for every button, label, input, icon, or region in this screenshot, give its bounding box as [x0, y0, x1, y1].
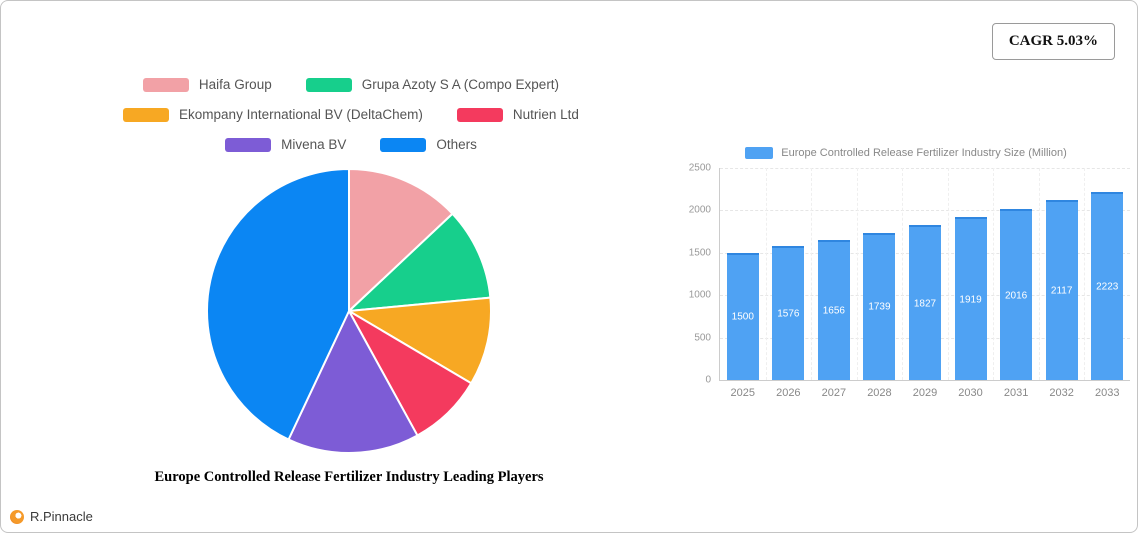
bar-legend-swatch [745, 147, 774, 159]
x-tick-label: 2033 [1094, 387, 1120, 399]
legend-swatch [142, 77, 189, 92]
bar: 2016 [1000, 209, 1033, 380]
y-tick-label: 0 [705, 374, 711, 386]
bar: 1827 [909, 225, 941, 380]
bar: 2223 [1091, 191, 1124, 380]
bar-value-label: 1827 [913, 298, 937, 310]
legend-label: Grupa Azoty S A (Compo Expert) [361, 77, 560, 92]
bar-value-label: 2223 [1096, 281, 1119, 293]
bar: 1739 [863, 232, 896, 380]
vertical-gridline [1038, 168, 1040, 380]
legend-item: Mivena BV [225, 137, 346, 152]
legend-label: Haifa Group [198, 77, 272, 92]
bar: 1576 [772, 246, 805, 380]
bar-chart-legend: Europe Controlled Release Fertilizer Ind… [679, 147, 1133, 159]
legend-item: Others [380, 137, 477, 152]
legend-row: Haifa Group Grupa Azoty S A (Compo Expert… [41, 77, 661, 92]
x-tick-label: 2025 [730, 387, 756, 399]
legend-label: Others [436, 137, 477, 152]
bar-value-label: 1739 [868, 301, 891, 313]
vertical-gridline [765, 168, 767, 380]
y-tick-label: 500 [694, 332, 711, 344]
legend-row: Mivena BV Others [41, 137, 661, 152]
bar-legend-label: Europe Controlled Release Fertilizer Ind… [781, 147, 1067, 159]
gridline [720, 168, 1130, 169]
bar: 1656 [817, 239, 850, 380]
vertical-gridline [1084, 168, 1086, 380]
x-tick-label: 2029 [912, 387, 938, 399]
bar-value-label: 1919 [959, 294, 982, 306]
cagr-label: CAGR 5.03% [1008, 33, 1098, 49]
gridline [720, 210, 1130, 212]
legend-swatch [225, 137, 272, 152]
bar: 1919 [954, 217, 987, 380]
legend-swatch [123, 107, 170, 122]
legend-item: Haifa Group [142, 77, 272, 92]
bar-chart-section: Europe Controlled Release Fertilizer Ind… [679, 147, 1133, 399]
legend-item: Nutrien Ltd [456, 107, 579, 122]
bar-value-label: 1576 [777, 308, 800, 320]
y-tick-label: 2500 [688, 162, 711, 174]
vertical-gridline [947, 168, 949, 380]
pie-slice [287, 310, 419, 454]
pie-slice [348, 212, 492, 312]
brand-logo: R.Pinnacle [10, 509, 93, 524]
y-tick-label: 1000 [688, 289, 711, 301]
bar-plot: 0 500 1000 1500 2000 2500 1500 2025 1576 2026 1656… [689, 163, 1130, 399]
pie-chart [206, 168, 492, 454]
brand-icon [10, 509, 24, 524]
pie-chart-title: Europe Controlled Release Fertilizer Ind… [154, 469, 544, 485]
bar-value-label: 2117 [1050, 285, 1073, 297]
x-tick-label: 2031 [1003, 387, 1029, 399]
legend-label: Ekompany International BV (DeltaChem) [179, 107, 423, 122]
legend-swatch [380, 137, 427, 152]
vertical-gridline [856, 168, 858, 380]
y-tick-label: 1500 [688, 247, 711, 259]
bar: 1500 [726, 252, 759, 380]
x-tick-label: 2032 [1049, 387, 1074, 399]
legend-swatch [456, 107, 503, 122]
bar-value-label: 2016 [1004, 290, 1028, 302]
legend-item: Ekompany International BV (DeltaChem) [123, 107, 423, 122]
bar-value-label: 1500 [731, 311, 754, 323]
y-tick-label: 2000 [688, 204, 711, 216]
legend-label: Nutrien Ltd [512, 107, 579, 122]
bar: 2117 [1045, 200, 1078, 380]
x-tick-label: 2026 [776, 387, 801, 399]
brand-name: R.Pinnacle [30, 509, 93, 524]
pie-slice [348, 168, 454, 312]
cagr-badge: CAGR 5.03% [991, 23, 1115, 60]
legend-swatch [305, 77, 352, 92]
legend-item: Grupa Azoty S A (Compo Expert) [305, 77, 560, 92]
vertical-gridline [993, 168, 995, 380]
x-tick-label: 2030 [958, 387, 983, 399]
legend-label: Mivena BV [281, 137, 347, 152]
vertical-gridline [811, 168, 813, 380]
pie-legend: Haifa Group Grupa Azoty S A (Compo Expert… [41, 77, 661, 167]
vertical-gridline [902, 168, 904, 380]
x-tick-label: 2028 [867, 387, 892, 399]
pie-slice [206, 168, 350, 441]
legend-row: Ekompany International BV (DeltaChem) Nut… [41, 107, 661, 122]
x-tick-label: 2027 [821, 387, 847, 399]
pie-slice [348, 296, 492, 385]
bar-value-label: 1656 [822, 305, 845, 317]
